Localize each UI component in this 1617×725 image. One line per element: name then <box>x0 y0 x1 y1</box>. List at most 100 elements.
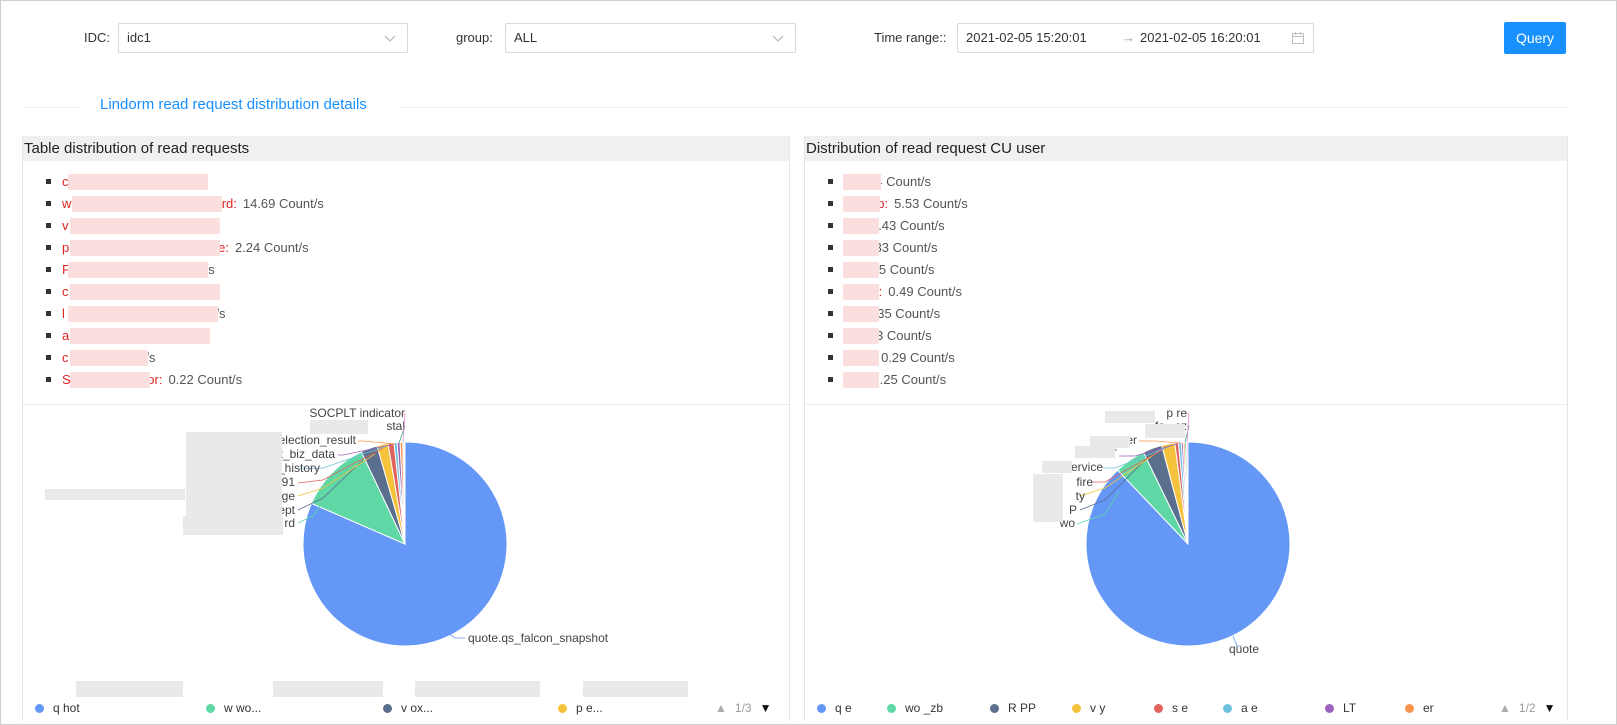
pie-label-line <box>297 459 364 511</box>
table-distribution-list: c104.72 Count/sw kflow_history_event_rec… <box>23 161 789 405</box>
legend-dot <box>35 704 44 713</box>
time-start-input[interactable]: 2021-02-05 15:20:01 <box>966 30 1087 45</box>
pie-label-line <box>1139 440 1182 444</box>
pie-slice[interactable] <box>403 441 406 545</box>
pie-slice[interactable] <box>302 441 508 647</box>
legend-item[interactable]: p e... <box>558 697 603 719</box>
redaction-block <box>843 372 879 388</box>
legend-label: er <box>1423 701 1434 715</box>
pie-label-line <box>402 413 406 443</box>
legend-item[interactable]: a e <box>1223 697 1258 719</box>
group-select[interactable]: ALL <box>505 23 796 53</box>
page-indicator: 1/2 <box>1518 701 1536 715</box>
pie-label-line <box>297 447 384 484</box>
cu-user-distribution-pie-chart: quotewoPtyfireervicePLTerfa _szp re <box>1059 408 1291 656</box>
list-item: low_zb:5.53 Count/s <box>828 193 1567 215</box>
legend-item[interactable]: v ox... <box>383 697 433 719</box>
pie-slice-label: election_result <box>279 433 357 447</box>
pie-label-line <box>1093 445 1170 483</box>
item-value: 5.53 Count/s <box>894 196 968 211</box>
list-item: er:0.3 Count/s <box>828 325 1567 347</box>
legend-dot <box>206 704 215 713</box>
redaction-block <box>843 174 881 190</box>
redaction-block <box>1033 474 1063 522</box>
legend-item[interactable]: s e <box>1154 697 1188 719</box>
list-item: p ding_metric_cubit_storage:2.24 Count/s <box>46 237 789 259</box>
redaction-block <box>68 306 218 322</box>
item-value: 0.22 Count/s <box>168 372 243 387</box>
page-down-icon[interactable]: ▼ <box>759 701 772 715</box>
redaction-block <box>843 196 880 212</box>
legend-item[interactable]: LT <box>1325 697 1356 719</box>
redaction-block <box>843 328 879 344</box>
list-item: F 17604791:1.22 Count/s <box>46 259 789 281</box>
redaction-block <box>70 284 220 300</box>
panel-title: Distribution of read request CU user <box>805 136 1567 161</box>
pie-slice-label: SOCPLT indicator <box>309 408 405 420</box>
list-item: n_sz:0.29 Count/s <box>828 347 1567 369</box>
redaction-block <box>1090 436 1130 448</box>
pie-label-line <box>338 444 392 456</box>
pie-label-line <box>297 453 376 497</box>
pie-legend: q hot w wo... v ox... p e... ▲ 1/3 ▼ <box>23 697 789 719</box>
query-button[interactable]: Query <box>1504 22 1566 54</box>
pie-slice[interactable] <box>310 451 407 545</box>
legend-dot <box>1154 704 1163 713</box>
redaction-block <box>183 516 283 535</box>
list-item: v intercept:3.37 Count/s <box>46 215 789 237</box>
idc-select-value: idc1 <box>127 30 151 45</box>
idc-label: IDC: <box>84 30 110 45</box>
legend-item[interactable]: q e <box>817 697 852 719</box>
section-title: Lindorm read request distribution detail… <box>100 96 367 113</box>
legend-item[interactable]: w wo... <box>206 697 261 719</box>
chevron-down-icon <box>772 35 784 42</box>
group-select-value: ALL <box>514 30 538 45</box>
list-item: c104.72 Count/s <box>46 171 789 193</box>
redaction-block <box>1075 446 1115 458</box>
list-item: ervice:0.49 Count/s <box>828 281 1567 303</box>
legend-label: wo _zb <box>905 701 944 715</box>
list-item: w kflow_history_event_record:14.69 Count… <box>46 193 789 215</box>
legend-pager: ▲ 1/3 ▼ <box>715 697 771 719</box>
legend-label: q hot <box>53 701 80 715</box>
pie-label-line <box>297 445 388 470</box>
redaction-block <box>72 196 222 212</box>
page-up-icon[interactable]: ▲ <box>715 701 727 715</box>
legend-item[interactable]: er <box>1405 697 1434 719</box>
pie-slice-label: er <box>1126 433 1137 447</box>
legend-dot <box>1325 704 1334 713</box>
item-value: 3.43 Count/s <box>870 218 945 233</box>
legend-item[interactable]: v y <box>1072 697 1105 719</box>
page-down-icon[interactable]: ▼ <box>1543 701 1556 715</box>
idc-select[interactable]: idc1 <box>118 23 408 53</box>
item-value: 0.29 Count/s <box>881 350 955 365</box>
time-end-input[interactable]: 2021-02-05 16:20:01 <box>1140 30 1261 45</box>
table-distribution-pie-chart: quote.qs_falcon_snapshotwork rd ept rage… <box>232 408 609 647</box>
item-value: 0.3 Count/s <box>865 328 932 343</box>
pie-label-line <box>1186 413 1190 443</box>
group-label: group: <box>456 30 493 45</box>
time-range-picker[interactable]: 2021-02-05 15:20:01 → 2021-02-05 16:20:0… <box>957 23 1314 53</box>
legend-item[interactable]: wo _zb <box>887 697 943 719</box>
redaction-block <box>1145 424 1185 438</box>
legend-dot <box>887 704 896 713</box>
legend-label: q e <box>835 701 852 715</box>
legend-dot <box>990 704 999 713</box>
page-indicator: 1/3 <box>734 701 752 715</box>
legend-label: v y <box>1090 701 1106 715</box>
pie-slice-label: ept <box>278 503 295 517</box>
legend-item[interactable]: R PP <box>990 697 1036 719</box>
redaction-block <box>843 284 879 300</box>
pie-slice-label: ty <box>1076 489 1085 503</box>
page-up-icon[interactable]: ▲ <box>1499 701 1511 715</box>
list-item: l nct_biz_data:0.59 Count/s <box>46 303 789 325</box>
list-item: S _dim_indicator:0.22 Count/s <box>46 369 789 391</box>
redaction-block <box>68 262 208 278</box>
list-item: PP:3.43 Count/s <box>828 215 1567 237</box>
legend-item[interactable]: q hot <box>35 697 80 719</box>
legend-label: w wo... <box>224 701 262 715</box>
pie-slice-label: ervice <box>1071 460 1103 474</box>
list-item: e:0.65 Count/s <box>828 259 1567 281</box>
calendar-icon[interactable] <box>1291 31 1305 45</box>
list-item: 98.84 Count/s <box>828 171 1567 193</box>
